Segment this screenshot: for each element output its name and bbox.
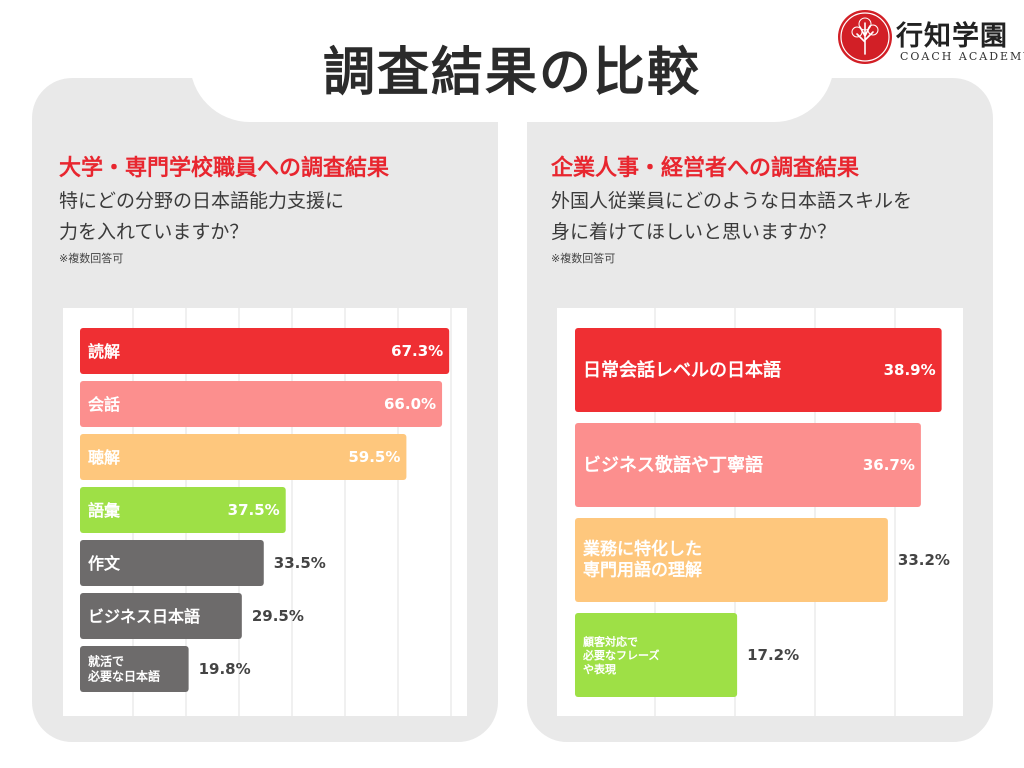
category-label: 作文: [88, 554, 121, 573]
category-label: 会話: [88, 395, 120, 414]
value-label: 37.5%: [228, 501, 280, 519]
bar: [80, 434, 407, 480]
value-label: 19.8%: [199, 660, 251, 678]
category-label: 聴解: [88, 448, 120, 467]
logo: 行知学園 COACH ACADEMY: [838, 10, 1024, 70]
category-label: 顧客対応で必要なフレーズや表現: [582, 634, 659, 676]
category-label: ビジネス敬語や丁寧語: [583, 454, 763, 476]
category-label: 就活で必要な日本語: [87, 654, 160, 684]
right-question-line1: 外国人従業員にどのような日本語スキルを: [551, 190, 913, 212]
category-label: 日常会話レベルの日本語: [583, 359, 781, 381]
right-chart-area: 日常会話レベルの日本語 38.9% ビジネス敬語や丁寧語 36.7% 業務に特化した専門…: [557, 308, 963, 716]
left-note: ※複数回答可: [59, 252, 124, 265]
logo-tree-icon: [838, 10, 892, 64]
bar: [80, 381, 443, 427]
bar: [575, 328, 942, 412]
value-label: 33.5%: [274, 554, 326, 572]
bar: [575, 518, 888, 602]
left-question-line1: 特にどの分野の日本語能力支援に: [59, 190, 345, 212]
page-title: 調査結果の比較: [322, 43, 701, 103]
right-bar-chart: 日常会話レベルの日本語 38.9% ビジネス敬語や丁寧語 36.7% 業務に特化した専門…: [575, 308, 950, 716]
right-heading: 企業人事・経営者への調査結果: [551, 156, 860, 181]
bar: [80, 487, 286, 533]
logo-subtitle: COACH ACADEMY: [900, 50, 1024, 63]
bar: [80, 593, 242, 639]
left-heading: 大学・専門学校職員への調査結果: [59, 156, 390, 181]
value-label: 38.9%: [884, 361, 936, 379]
value-label: 33.2%: [898, 551, 950, 569]
bar: [575, 613, 738, 697]
right-note: ※複数回答可: [551, 252, 616, 265]
bar: [80, 328, 450, 374]
right-question-line2: 身に着けてほしいと思いますか？: [551, 221, 837, 243]
category-label: ビジネス日本語: [88, 607, 200, 626]
category-label: 語彙: [88, 501, 121, 520]
left-bar-chart: 読解 67.3% 会話 66.0% 聴解 59.5% 語彙 37.5% 作文 33.5% ビジネス日…: [80, 308, 452, 716]
left-question-line2: 力を入れていますか？: [59, 221, 249, 243]
category-label: 業務に特化した専門用語の理解: [583, 538, 702, 580]
category-label: 読解: [88, 342, 120, 361]
value-label: 36.7%: [863, 456, 915, 474]
bar: [80, 646, 189, 692]
bar: [575, 423, 921, 507]
value-label: 59.5%: [348, 448, 400, 466]
value-label: 66.0%: [384, 395, 436, 413]
left-chart-area: 読解 67.3% 会話 66.0% 聴解 59.5% 語彙 37.5% 作文 33.5% ビジネス日…: [63, 308, 467, 716]
logo-name: 行知学園: [896, 21, 1008, 52]
value-label: 17.2%: [747, 646, 799, 664]
value-label: 29.5%: [252, 607, 304, 625]
value-label: 67.3%: [391, 342, 443, 360]
bar: [80, 540, 264, 586]
title-tab: [190, 0, 834, 122]
